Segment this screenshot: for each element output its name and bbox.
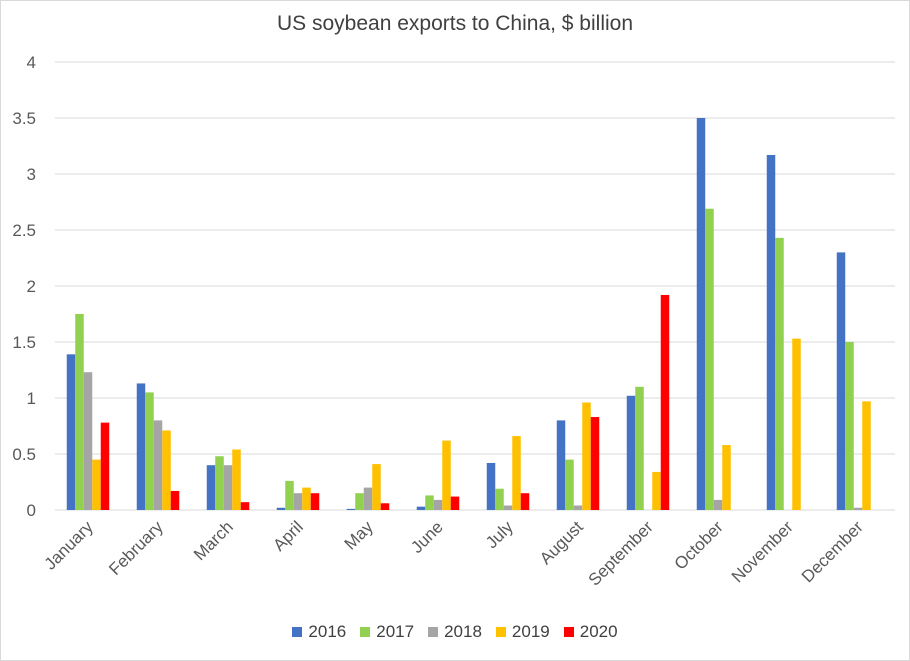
bar-2017-february [145,392,154,510]
bar-2019-november [792,338,801,510]
chart-title: US soybean exports to China, $ billion [276,12,634,35]
legend-label: 2019 [511,622,550,641]
bar-2019-april [302,487,311,510]
bar-2016-october [696,118,706,510]
bar-2019-february [162,430,171,510]
bar-2016-august [556,420,566,510]
y-tick-label: 1.5 [12,333,36,352]
legend-swatch [360,627,371,637]
y-tick-label: 2 [27,277,36,296]
legend-swatch [495,627,506,637]
bar-2019-september [652,471,661,510]
bar-2018-march [223,465,233,510]
x-tick-label: February [105,517,167,579]
legend-swatch [428,627,439,637]
bar-2019-december [862,401,871,510]
legend-label: 2016 [308,622,347,641]
bar-2018-february [153,420,163,510]
bar-2020-march [240,502,250,510]
x-tick-label: January [41,517,98,574]
bar-2017-september [635,386,644,510]
y-tick-label: 0 [27,501,36,520]
bar-2019-august [582,402,591,510]
bar-2017-october [705,208,714,510]
bar-2018-may [363,487,373,510]
bars [66,118,871,510]
legend-item-2020: 2020 [563,622,618,642]
y-tick-label: 3 [27,165,36,184]
x-tick-label: April [269,517,306,554]
bar-2017-may [355,493,364,510]
bar-2020-february [170,490,180,510]
x-tick-label: June [407,517,447,557]
bar-2018-january [83,372,93,510]
bar-2019-june [442,440,451,510]
legend-item-2016: 2016 [292,622,346,642]
legend: 2016 2017 2018 2019 2020 [0,622,910,642]
bar-2017-june [425,495,434,510]
x-tick-label: August [536,517,587,568]
x-axis-labels: January February March April May June July Augu… [41,517,867,590]
bar-2018-december [853,507,863,510]
bar-2017-august [565,459,574,510]
bar-2020-april [310,493,320,510]
bar-2017-november [775,237,784,510]
bar-2018-april [293,493,303,510]
bar-2016-march [206,465,216,510]
legend-label: 2018 [444,622,482,641]
bar-2016-february [136,383,146,510]
bar-2018-july [503,505,513,510]
legend-item-2018: 2018 [428,622,482,642]
gridlines [55,61,895,511]
bar-2016-june [416,506,426,510]
bar-2017-december [845,342,854,510]
bar-2019-march [232,449,241,510]
bar-2020-june [450,496,460,510]
legend-item-2017: 2017 [360,622,414,642]
bar-2016-january [66,354,76,510]
y-tick-label: 1 [27,389,36,408]
y-axis-labels: 0 0.5 1 1.5 2 2.5 3 3.5 4 [12,53,36,520]
bar-2016-december [836,252,846,510]
legend-swatch [563,627,574,637]
legend-label: 2020 [579,622,618,641]
bar-2017-march [215,456,224,510]
y-tick-label: 2.5 [12,221,36,240]
y-tick-label: 0.5 [12,445,36,464]
legend-item-2019: 2019 [495,622,550,642]
bar-2016-september [626,395,636,510]
bar-2016-july [486,462,496,510]
bar-2016-april [276,507,286,510]
bar-2017-april [285,480,294,510]
legend-swatch [292,627,303,637]
bar-2018-october [713,499,723,510]
x-tick-label: May [341,517,377,553]
x-tick-label: December [798,517,867,586]
y-tick-label: 4 [27,53,36,72]
bar-2016-november [766,154,776,510]
bar-2018-august [573,505,583,510]
bar-2020-august [590,417,600,510]
x-tick-label: September [585,517,657,589]
legend-label: 2017 [376,622,415,641]
bar-2020-september [660,294,670,510]
x-tick-label: November [728,517,797,586]
bar-2018-june [433,499,443,510]
bar-2016-may [346,508,356,510]
bar-2020-january [100,422,110,510]
x-tick-label: October [671,517,727,573]
bar-2017-january [75,314,84,510]
bar-2020-july [520,493,530,510]
bar-2020-may [380,503,390,510]
bar-2019-october [722,445,731,510]
bar-2019-july [512,436,521,510]
bar-2019-may [372,464,381,510]
x-tick-label: July [482,517,517,552]
x-tick-label: March [190,517,237,564]
bar-2017-july [495,488,504,510]
bar-2019-january [92,459,101,510]
y-tick-label: 3.5 [12,109,36,128]
